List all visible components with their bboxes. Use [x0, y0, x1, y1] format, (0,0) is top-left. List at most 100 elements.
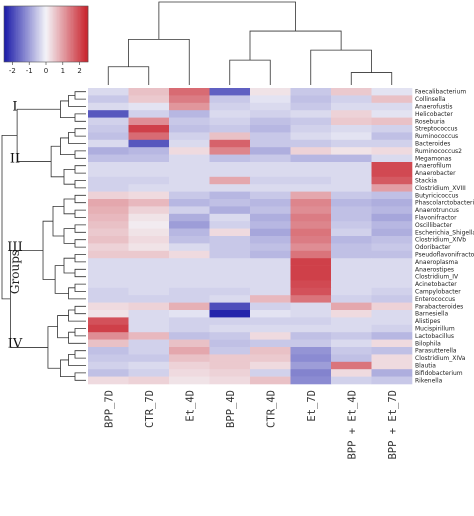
color-key-swatch	[67, 6, 69, 62]
color-key-swatch	[54, 6, 57, 62]
color-key-swatch	[68, 6, 71, 62]
row-label: Anaerofustis	[415, 104, 452, 111]
heatmap-cell	[371, 176, 413, 185]
color-key-swatch	[55, 6, 58, 62]
dendrogram-branch	[68, 132, 86, 144]
dendrogram-branch	[74, 350, 86, 359]
dendrogram-branch	[57, 315, 69, 339]
column-label: CTR_4D	[265, 390, 277, 428]
group-label: IV	[8, 336, 23, 351]
color-key-swatch	[58, 6, 61, 62]
heatmap-cell	[290, 280, 332, 289]
heatmap-cell	[371, 221, 413, 229]
dendrogram-branch	[60, 137, 75, 155]
heatmap-cell	[128, 295, 170, 303]
color-key-swatch	[86, 6, 89, 62]
heatmap-cell	[331, 213, 372, 222]
heatmap-cell	[371, 191, 413, 200]
color-key-swatch	[20, 6, 23, 62]
heatmap-cell	[169, 176, 210, 185]
heatmap-cell	[128, 376, 170, 385]
heatmap-cell	[128, 176, 170, 185]
heatmap-cell	[290, 295, 332, 303]
heatmap-cell	[290, 369, 332, 377]
color-key-swatch	[18, 6, 20, 62]
dendrogram-branch	[249, 30, 342, 61]
heatmap-cell	[290, 95, 332, 104]
heatmap-cell	[209, 354, 251, 363]
heatmap-cell	[331, 243, 372, 252]
heatmap-cell	[250, 147, 291, 155]
heatmap-cell	[209, 339, 251, 348]
heatmap-cell	[371, 95, 413, 104]
heatmap-cell	[88, 95, 129, 104]
column-label: BPP + Et_4D	[346, 390, 358, 460]
heatmap-cell	[128, 258, 170, 266]
heatmap-cell	[88, 206, 129, 215]
heatmap-cell	[371, 110, 413, 118]
color-key-swatch	[75, 6, 78, 62]
dendrogram-branch	[74, 224, 86, 233]
heatmap-cell	[169, 295, 210, 303]
heatmap-cell	[169, 243, 210, 252]
dendrogram-branch	[63, 257, 75, 274]
heatmap-cell	[209, 184, 251, 192]
heatmap-cell	[169, 213, 210, 222]
heatmap-cell	[88, 147, 129, 155]
dendrogram-branch	[74, 165, 86, 174]
heatmap-cell	[250, 332, 291, 340]
heatmap-cell	[250, 250, 291, 259]
row-label: Acinetobacter	[415, 281, 457, 288]
heatmap-cell	[331, 324, 372, 333]
row-label: Campylobacter	[415, 289, 461, 296]
column-labels: BPP_7D CTR_7D Et_4D BPP_4D CTR_4D Et_7D BPP + …	[103, 390, 399, 460]
dendrogram-branch	[47, 326, 61, 369]
heatmap-cell	[88, 376, 129, 385]
heatmap-cell	[290, 147, 332, 155]
color-key-swatch	[51, 6, 54, 62]
heatmap-cell	[290, 132, 332, 141]
heatmap-cell	[169, 154, 210, 163]
heatmap-cell	[169, 339, 210, 348]
color-key-swatch	[62, 6, 65, 62]
dendrogram-branch	[107, 66, 150, 85]
heatmap-cell	[371, 139, 413, 148]
row-label: Anaerotruncus	[415, 207, 459, 214]
heatmap-cell	[128, 213, 170, 222]
heatmap-cell	[128, 332, 170, 340]
heatmap-cell	[250, 213, 291, 222]
heatmap-cell	[250, 110, 291, 118]
color-key-tick-label: 0	[44, 67, 48, 75]
heatmap-cell	[331, 295, 372, 303]
color-key-swatch	[13, 6, 16, 62]
color-key-swatch	[26, 6, 29, 62]
heatmap-cell	[371, 228, 413, 237]
color-key-swatch	[41, 6, 44, 62]
heatmap-cell	[250, 317, 291, 326]
dendrogram-branch	[68, 309, 86, 322]
heatmap-cell	[290, 339, 332, 348]
color-key-swatch	[57, 6, 59, 62]
heatmap-cell	[250, 117, 291, 126]
heatmap-cell	[250, 139, 291, 148]
heatmap-cell	[169, 110, 210, 118]
row-label: Lactobacillus	[415, 333, 454, 340]
heatmap-cell	[371, 117, 413, 126]
heatmap-cell	[250, 273, 291, 281]
color-key-swatch	[61, 6, 64, 62]
heatmap-cell	[250, 287, 291, 296]
row-label: Alistipes	[415, 318, 440, 325]
heatmap-cell	[371, 347, 413, 355]
row-labels: FaecalibacteriumCollinsellaAnaerofustisH…	[415, 89, 474, 385]
heatmap-cell	[88, 125, 129, 133]
heatmap-cell	[88, 88, 129, 96]
color-key-swatch	[50, 6, 52, 62]
heatmap-cell	[128, 369, 170, 377]
heatmap-cell	[290, 221, 332, 229]
heatmap-cell	[331, 125, 372, 133]
color-key-swatch	[12, 6, 15, 62]
row-label: Megamonas	[415, 155, 451, 162]
heatmap-cell	[371, 287, 413, 296]
dendrogram-branch	[63, 198, 75, 215]
